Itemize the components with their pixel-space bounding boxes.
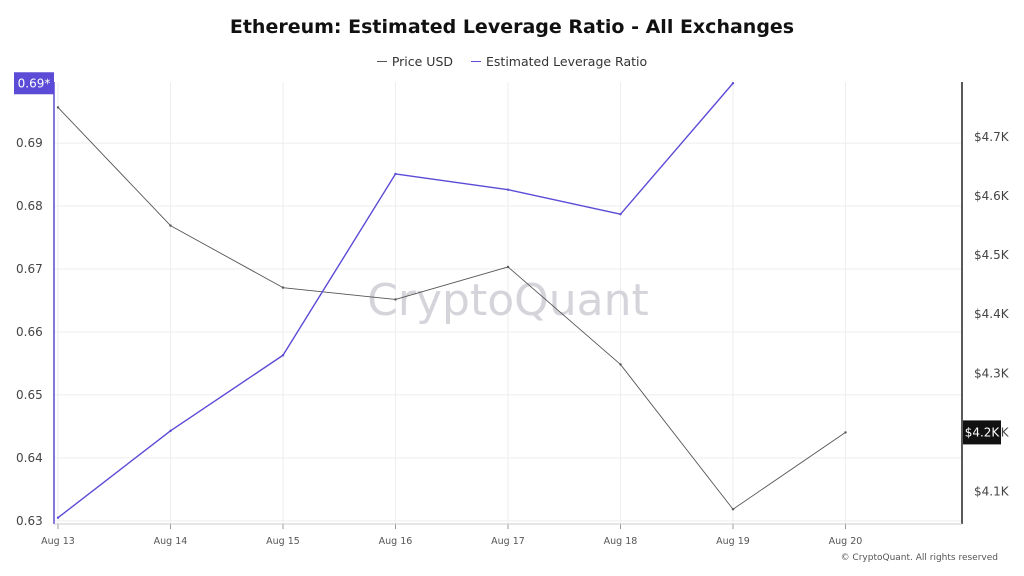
y-right-tick-label: $4.5K [974, 248, 1010, 262]
data-point-leverage [281, 354, 285, 357]
data-point-price [506, 265, 510, 269]
data-point-price [169, 224, 172, 227]
legend-item-leverage[interactable]: Estimated Leverage Ratio [471, 54, 647, 69]
legend-swatch-leverage [471, 60, 482, 62]
chart-title: Ethereum: Estimated Leverage Ratio - All… [229, 16, 795, 38]
data-point-price [394, 298, 397, 301]
series-layer [56, 82, 847, 519]
data-point-price [619, 363, 622, 366]
x-tick-label: Aug 18 [604, 536, 638, 547]
x-tick-label: Aug 13 [41, 536, 75, 547]
data-point-leverage [506, 188, 510, 191]
data-point-leverage [394, 172, 397, 176]
y-left-tick-label: 0.67 [16, 262, 43, 276]
y-right-tick-label: $4.7K [974, 130, 1010, 144]
data-point-price [281, 286, 285, 289]
x-tick-label: Aug 15 [266, 536, 300, 547]
x-tick-label: Aug 16 [379, 536, 413, 547]
x-tick-label: Aug 20 [829, 536, 863, 547]
y-left-tick-label: 0.68 [16, 199, 43, 213]
y-right-tick-label: $4.6K [974, 189, 1010, 203]
x-tick-label: Aug 19 [716, 536, 750, 547]
data-point-leverage [619, 213, 622, 216]
legend-item-price[interactable]: Price USD [376, 53, 454, 69]
y-left-tick-label: 0.69 [16, 136, 43, 150]
x-tick-label: Aug 14 [154, 536, 188, 547]
y-left-tick-label: 0.65 [16, 388, 43, 402]
y-right-tick-label: $4.4K [974, 307, 1010, 321]
y-left-tick-label: 0.63 [16, 514, 43, 528]
axes-layer [53, 82, 963, 529]
data-point-price [731, 508, 735, 511]
legend-label-price: Price USD [391, 53, 454, 69]
chart-legend: Price USD Estimated Leverage Ratio [0, 50, 1024, 69]
data-point-price [56, 106, 60, 109]
legend-swatch-price [376, 60, 387, 62]
grid-layer [54, 82, 962, 524]
y-left-tick-label: 0.66 [16, 325, 43, 339]
legend-label-leverage: Estimated Leverage Ratio [486, 53, 648, 69]
x-tick-label: Aug 17 [491, 536, 525, 547]
data-point-leverage [731, 82, 735, 85]
copyright-text: © CryptoQuant. All rights reserved [840, 553, 998, 563]
data-point-leverage [169, 429, 172, 433]
data-point-price [844, 431, 847, 434]
watermark: CryptoQuant [367, 275, 649, 326]
current-leverage-badge [14, 72, 54, 95]
current-price-badge-label: $4.2K [965, 425, 1001, 439]
labels-layer: 0.63 0.64 0.65 0.66 0.67 0.68 0.69 Aug 13 Aug 14… [14, 72, 1010, 547]
current-price-badge [963, 420, 1001, 445]
series-line-price [57, 107, 846, 510]
y-right-tick-label: $4.1K [974, 485, 1010, 499]
data-point-leverage [56, 516, 60, 519]
y-left-tick-label: 0.64 [16, 451, 43, 465]
y-right-tick-label: $4.3K [974, 366, 1010, 380]
current-leverage-badge-label: 0.69* [18, 76, 51, 90]
